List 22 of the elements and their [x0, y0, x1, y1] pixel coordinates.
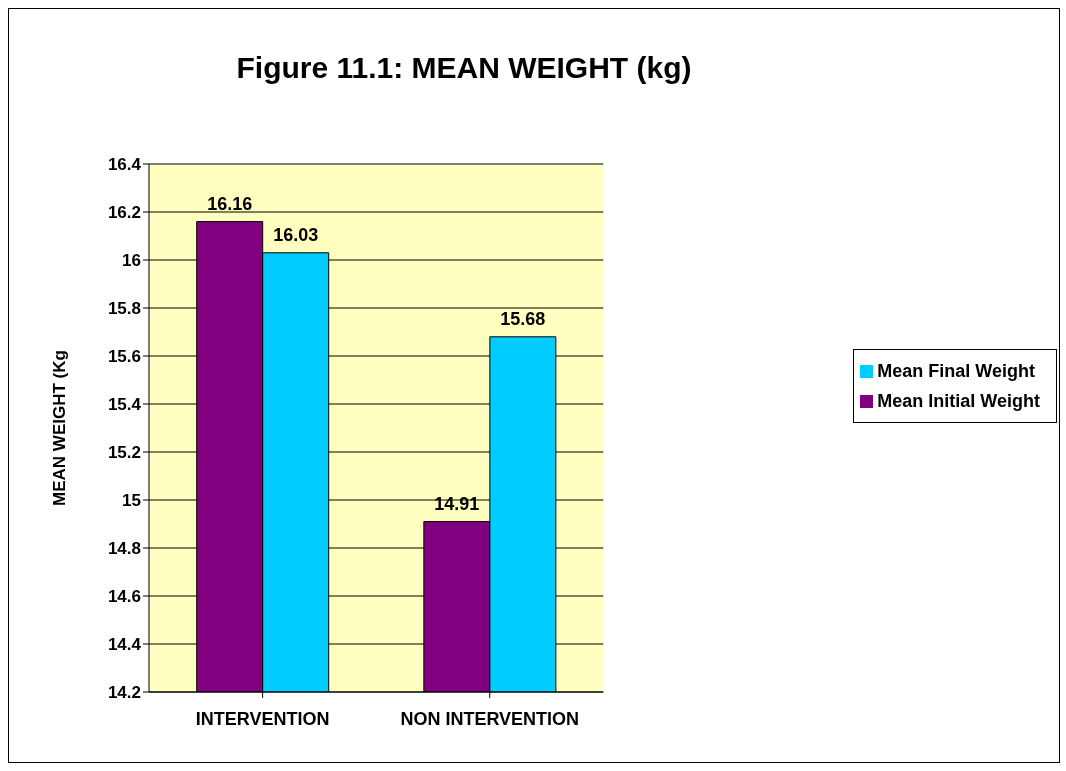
y-tick-label: 16.2 — [107, 203, 141, 223]
y-tick-label: 14.6 — [107, 587, 141, 607]
y-tick-label: 14.2 — [107, 683, 141, 703]
y-axis-title: MEAN WEIGHT (Kg — [50, 350, 70, 506]
chart-title: Figure 11.1: MEAN WEIGHT (kg) — [235, 51, 693, 85]
y-tick-label: 15.6 — [107, 347, 141, 367]
y-tick-label: 15.2 — [107, 443, 141, 463]
data-label: 14.91 — [434, 493, 480, 514]
y-tick-label: 15.4 — [107, 395, 142, 415]
y-tick-label: 16 — [122, 251, 141, 271]
x-tick-label: NON INTERVENTION — [400, 708, 580, 729]
y-tick-label: 14.8 — [107, 539, 141, 559]
data-label: 15.68 — [500, 308, 546, 329]
y-tick-label: 16.4 — [107, 155, 142, 175]
legend-label: Mean Final Weight — [877, 360, 1035, 381]
legend-label: Mean Initial Weight — [877, 390, 1040, 411]
y-tick-label: 15 — [122, 491, 141, 511]
y-tick-label: 14.4 — [107, 635, 142, 655]
data-label: 16.16 — [207, 193, 253, 214]
data-label: 16.03 — [273, 224, 319, 245]
x-tick-label: INTERVENTION — [195, 708, 330, 729]
y-tick-label: 15.8 — [107, 299, 141, 319]
